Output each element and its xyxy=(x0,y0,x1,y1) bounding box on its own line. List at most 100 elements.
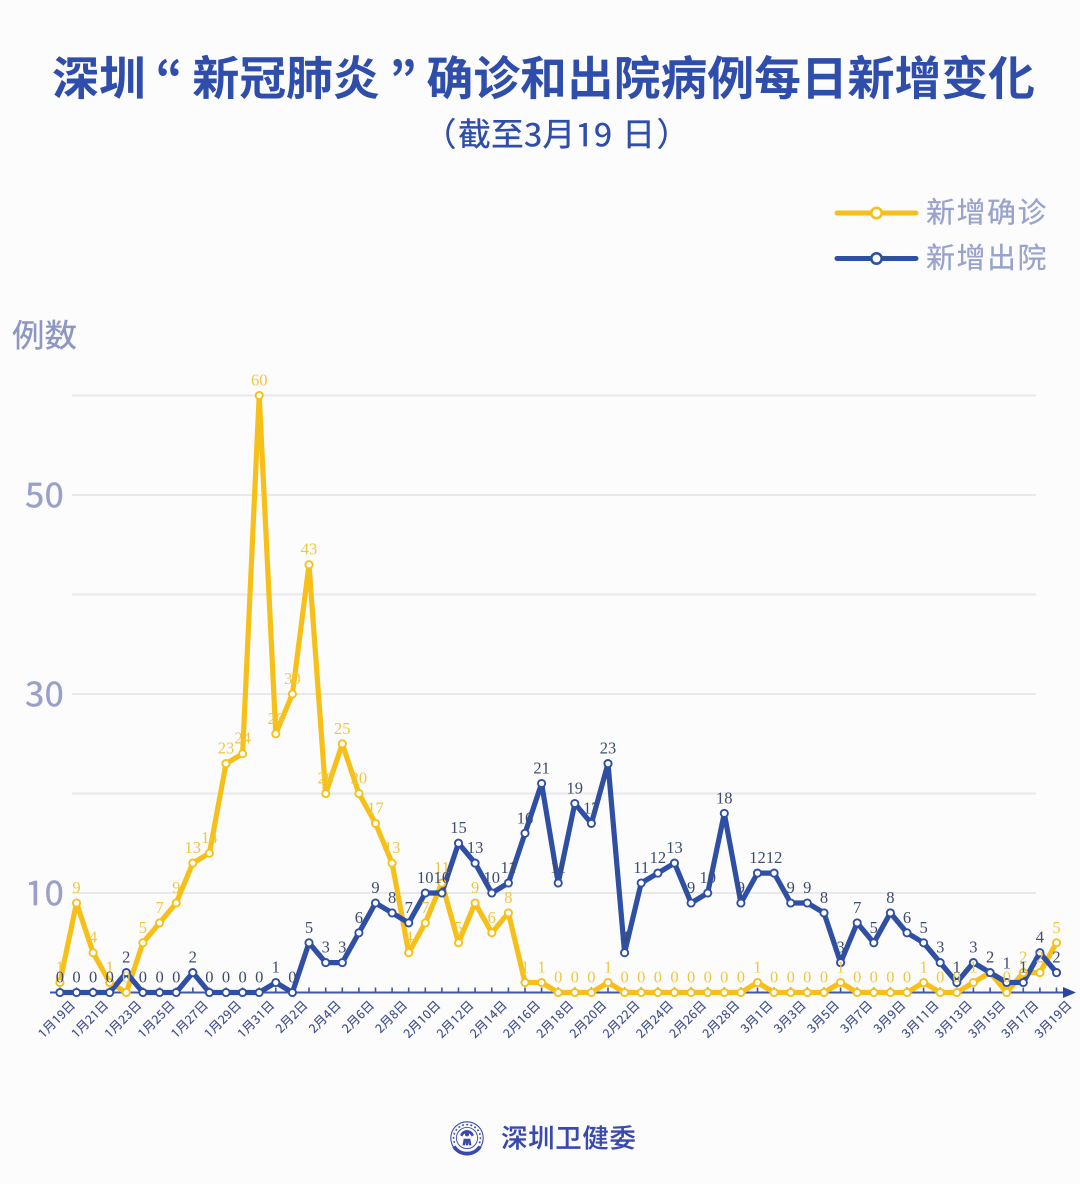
svg-text:0: 0 xyxy=(853,968,861,987)
svg-text:8: 8 xyxy=(504,888,512,907)
svg-text:19: 19 xyxy=(567,779,584,798)
svg-text:13: 13 xyxy=(666,838,683,857)
svg-text:9: 9 xyxy=(803,878,811,897)
svg-text:0: 0 xyxy=(222,968,230,987)
svg-text:1: 1 xyxy=(521,958,529,977)
svg-text:0: 0 xyxy=(787,968,795,987)
svg-text:8: 8 xyxy=(388,888,396,907)
svg-text:3: 3 xyxy=(338,938,346,957)
svg-text:11: 11 xyxy=(434,858,450,877)
svg-text:10: 10 xyxy=(484,868,501,887)
svg-text:9: 9 xyxy=(371,878,379,897)
svg-text:0: 0 xyxy=(770,968,778,987)
svg-text:1: 1 xyxy=(106,958,114,977)
svg-text:10: 10 xyxy=(417,868,434,887)
svg-text:1: 1 xyxy=(969,958,977,977)
svg-text:5: 5 xyxy=(139,918,147,937)
svg-text:2: 2 xyxy=(986,948,994,967)
svg-text:23: 23 xyxy=(218,739,235,758)
svg-text:6: 6 xyxy=(355,908,363,927)
svg-text:0: 0 xyxy=(936,968,944,987)
svg-text:0: 0 xyxy=(139,968,147,987)
svg-text:0: 0 xyxy=(820,968,828,987)
svg-text:21: 21 xyxy=(533,759,550,778)
svg-text:0: 0 xyxy=(737,968,745,987)
svg-text:8: 8 xyxy=(820,888,828,907)
svg-text:7: 7 xyxy=(853,898,861,917)
svg-text:5: 5 xyxy=(870,918,878,937)
svg-text:0: 0 xyxy=(571,968,579,987)
svg-text:6: 6 xyxy=(903,908,911,927)
svg-text:10: 10 xyxy=(699,868,716,887)
svg-text:4: 4 xyxy=(1036,928,1044,947)
svg-text:3: 3 xyxy=(836,938,844,957)
svg-text:0: 0 xyxy=(72,968,80,987)
svg-text:23: 23 xyxy=(600,739,617,758)
svg-text:9: 9 xyxy=(787,878,795,897)
svg-text:0: 0 xyxy=(122,968,130,987)
svg-text:3: 3 xyxy=(969,938,977,957)
svg-text:13: 13 xyxy=(384,838,401,857)
svg-text:17: 17 xyxy=(583,798,600,817)
svg-text:5: 5 xyxy=(1052,918,1060,937)
svg-text:9: 9 xyxy=(172,878,180,897)
svg-text:2: 2 xyxy=(1019,948,1027,967)
svg-text:0: 0 xyxy=(720,968,728,987)
svg-text:0: 0 xyxy=(172,968,180,987)
svg-text:24: 24 xyxy=(234,729,251,748)
svg-text:8: 8 xyxy=(886,888,894,907)
svg-text:18: 18 xyxy=(716,788,733,807)
svg-text:5: 5 xyxy=(919,918,927,937)
svg-text:1: 1 xyxy=(953,958,961,977)
svg-text:4: 4 xyxy=(89,928,97,947)
svg-text:0: 0 xyxy=(288,968,296,987)
svg-text:3: 3 xyxy=(936,938,944,957)
svg-text:0: 0 xyxy=(255,968,263,987)
svg-text:0: 0 xyxy=(1003,968,1011,987)
svg-text:1: 1 xyxy=(537,958,545,977)
svg-text:4: 4 xyxy=(620,928,628,947)
svg-text:0: 0 xyxy=(637,968,645,987)
svg-text:10: 10 xyxy=(434,868,451,887)
svg-text:0: 0 xyxy=(554,968,562,987)
svg-text:1: 1 xyxy=(919,958,927,977)
svg-text:12: 12 xyxy=(749,848,766,867)
svg-text:2: 2 xyxy=(1036,948,1044,967)
svg-text:0: 0 xyxy=(870,968,878,987)
svg-text:3: 3 xyxy=(322,938,330,957)
svg-text:0: 0 xyxy=(803,968,811,987)
svg-text:13: 13 xyxy=(185,838,202,857)
svg-text:11: 11 xyxy=(500,858,516,877)
svg-text:9: 9 xyxy=(72,878,80,897)
svg-text:2: 2 xyxy=(189,948,197,967)
svg-text:11: 11 xyxy=(633,858,649,877)
svg-text:5: 5 xyxy=(305,918,313,937)
svg-text:14: 14 xyxy=(201,828,218,847)
svg-text:5: 5 xyxy=(454,918,462,937)
svg-text:0: 0 xyxy=(587,968,595,987)
svg-text:0: 0 xyxy=(155,968,163,987)
svg-text:1: 1 xyxy=(56,958,64,977)
svg-text:1: 1 xyxy=(1019,958,1027,977)
svg-text:30: 30 xyxy=(284,669,301,688)
svg-text:0: 0 xyxy=(654,968,662,987)
svg-text:20: 20 xyxy=(351,769,368,788)
svg-text:9: 9 xyxy=(471,878,479,897)
svg-text:0: 0 xyxy=(56,968,64,987)
svg-text:1: 1 xyxy=(753,958,761,977)
svg-text:0: 0 xyxy=(620,968,628,987)
svg-text:0: 0 xyxy=(704,968,712,987)
svg-text:17: 17 xyxy=(367,798,384,817)
svg-text:7: 7 xyxy=(421,898,429,917)
svg-text:0: 0 xyxy=(886,968,894,987)
svg-text:6: 6 xyxy=(488,908,496,927)
svg-text:1: 1 xyxy=(836,958,844,977)
svg-text:2: 2 xyxy=(986,948,994,967)
svg-text:0: 0 xyxy=(953,968,961,987)
svg-text:1: 1 xyxy=(1003,954,1011,973)
svg-text:16: 16 xyxy=(517,808,534,827)
svg-text:0: 0 xyxy=(687,968,695,987)
svg-text:43: 43 xyxy=(301,540,318,559)
svg-text:15: 15 xyxy=(450,818,467,837)
svg-text:11: 11 xyxy=(550,858,566,877)
